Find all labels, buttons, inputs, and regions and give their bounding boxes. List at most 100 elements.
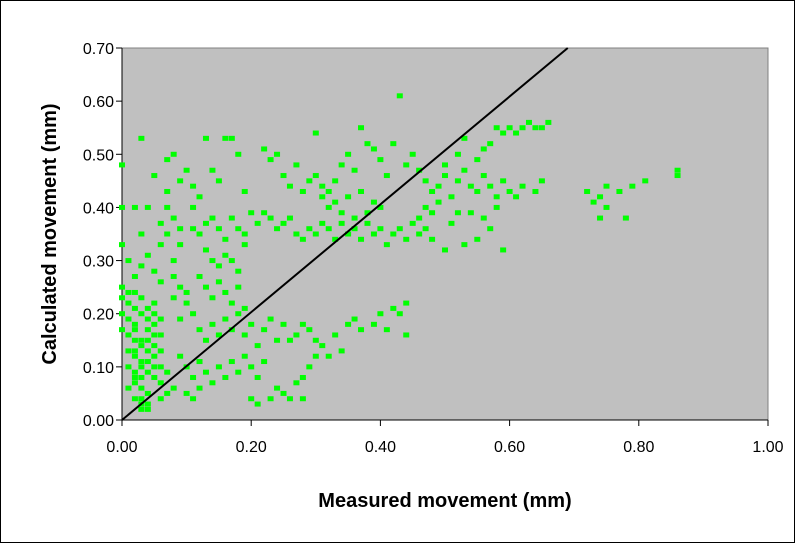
data-point: [358, 125, 365, 131]
y-tick-label: 0.30: [83, 254, 114, 271]
data-point: [131, 369, 138, 375]
data-point: [222, 289, 229, 295]
data-point: [267, 316, 274, 322]
data-point: [299, 236, 306, 242]
data-point: [196, 231, 203, 237]
data-point: [164, 157, 171, 163]
data-point: [144, 305, 151, 311]
data-point: [125, 364, 132, 370]
data-point: [241, 188, 248, 194]
data-point: [170, 215, 177, 221]
data-point: [215, 364, 222, 370]
data-point: [125, 316, 132, 322]
data-point: [157, 348, 164, 354]
data-point: [293, 162, 300, 168]
data-point: [442, 247, 448, 253]
data-point: [274, 337, 281, 343]
data-point: [164, 390, 171, 396]
data-point: [144, 327, 151, 333]
data-point: [377, 157, 384, 163]
data-point: [358, 327, 365, 333]
data-point: [487, 226, 494, 232]
data-point: [157, 316, 164, 322]
data-point: [209, 380, 216, 386]
data-point: [370, 199, 377, 205]
data-point: [261, 327, 268, 333]
data-point: [358, 236, 365, 242]
data-point: [157, 220, 164, 226]
data-point: [177, 316, 184, 322]
data-point: [131, 305, 138, 311]
data-point: [345, 194, 352, 200]
data-point: [190, 311, 197, 317]
data-point: [383, 173, 390, 179]
data-point: [157, 332, 164, 338]
data-point: [138, 135, 145, 141]
y-tick-label: 0.50: [83, 147, 114, 164]
data-point: [138, 374, 145, 380]
data-point: [474, 236, 481, 242]
data-point: [131, 337, 138, 343]
data-point: [131, 321, 138, 327]
data-point: [409, 151, 416, 157]
data-point: [274, 385, 281, 391]
data-point: [151, 364, 158, 370]
data-point: [332, 236, 339, 242]
y-tick-label: 0.00: [83, 413, 114, 430]
data-point: [209, 321, 216, 327]
data-point: [131, 289, 138, 295]
data-point: [202, 337, 209, 343]
data-point: [319, 343, 326, 349]
data-point: [377, 204, 384, 210]
data-point: [196, 359, 203, 365]
data-point: [493, 194, 500, 200]
data-point: [254, 374, 261, 380]
data-point: [286, 215, 293, 221]
data-point: [306, 364, 313, 370]
data-point: [138, 343, 145, 349]
data-point: [403, 236, 410, 242]
data-point: [519, 183, 526, 189]
data-point: [448, 194, 455, 200]
data-point: [293, 380, 300, 386]
data-point: [370, 146, 377, 152]
data-point: [119, 295, 125, 301]
data-point: [435, 183, 442, 189]
data-point: [125, 332, 132, 338]
data-point: [138, 385, 145, 391]
data-point: [480, 146, 487, 152]
data-point: [261, 210, 268, 216]
data-point: [422, 178, 429, 184]
data-point: [274, 226, 281, 232]
data-point: [131, 327, 138, 333]
data-point: [461, 242, 468, 248]
x-tick-label: 0.80: [623, 439, 654, 456]
data-point: [454, 178, 461, 184]
data-point: [299, 374, 306, 380]
data-point: [429, 210, 436, 216]
y-tick-label: 0.10: [83, 360, 114, 377]
x-axis: 0.00 0.20 0.40 0.60 0.80 1.00: [106, 420, 784, 456]
data-point: [403, 300, 410, 306]
data-point: [151, 332, 158, 338]
data-point: [222, 316, 229, 322]
data-point: [196, 385, 203, 391]
data-point: [370, 231, 377, 237]
data-point: [312, 353, 319, 359]
data-point: [190, 226, 197, 232]
data-point: [151, 173, 158, 179]
data-point: [235, 151, 242, 157]
x-tick-label: 1.00: [752, 439, 783, 456]
data-point: [396, 93, 403, 99]
data-point: [364, 141, 371, 147]
data-point: [429, 188, 436, 194]
data-point: [267, 215, 274, 221]
data-point: [222, 374, 229, 380]
data-point: [325, 353, 332, 359]
data-point: [202, 220, 209, 226]
data-point: [144, 337, 151, 343]
data-point: [209, 295, 216, 301]
data-point: [467, 183, 474, 189]
data-point: [131, 353, 138, 359]
